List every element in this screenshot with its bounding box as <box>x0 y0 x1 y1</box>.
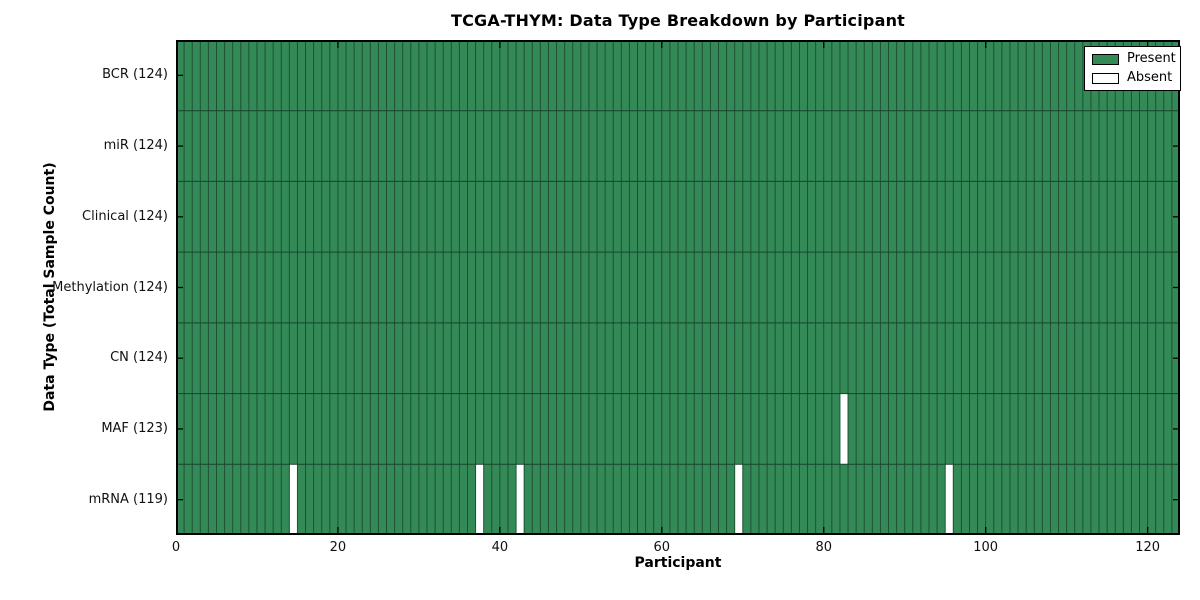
x-tick-label: 60 <box>653 540 671 555</box>
absent-cell <box>945 464 954 535</box>
y-tick-label: BCR (124) <box>102 67 168 83</box>
x-tick-label: 80 <box>815 540 832 555</box>
absent-cell <box>839 393 849 465</box>
legend: Present Absent <box>1084 46 1181 91</box>
x-tick-label: 20 <box>329 540 347 555</box>
y-tick-label: Methylation (124) <box>52 279 168 295</box>
x-axis-label: Participant <box>634 555 722 571</box>
present-swatch <box>1092 53 1119 65</box>
legend-item-absent: Absent <box>1092 71 1173 85</box>
y-tick-label: mRNA (119) <box>88 491 168 507</box>
y-tick-label: Clinical (124) <box>82 208 168 224</box>
y-tick-label: CN (124) <box>110 350 168 366</box>
x-tick-label: 120 <box>1135 540 1161 555</box>
x-tick-label: 0 <box>171 540 181 555</box>
plot-border <box>176 40 1180 535</box>
y-tick-label: MAF (123) <box>101 420 168 436</box>
absent-swatch <box>1092 72 1119 84</box>
chart-title: TCGA-THYM: Data Type Breakdown by Partic… <box>450 11 906 30</box>
absent-cell <box>289 464 298 535</box>
legend-label-absent: Absent <box>1127 70 1173 85</box>
legend-item-present: Present <box>1092 51 1176 66</box>
legend-label-present: Present <box>1127 51 1176 66</box>
y-tick-label: miR (124) <box>103 138 168 154</box>
x-tick-label: 40 <box>491 540 509 555</box>
chart-plot-area <box>176 40 1180 535</box>
x-tick-label: 100 <box>973 540 999 555</box>
absent-cell <box>475 464 484 535</box>
absent-cell <box>734 464 743 535</box>
absent-cell <box>516 464 525 535</box>
